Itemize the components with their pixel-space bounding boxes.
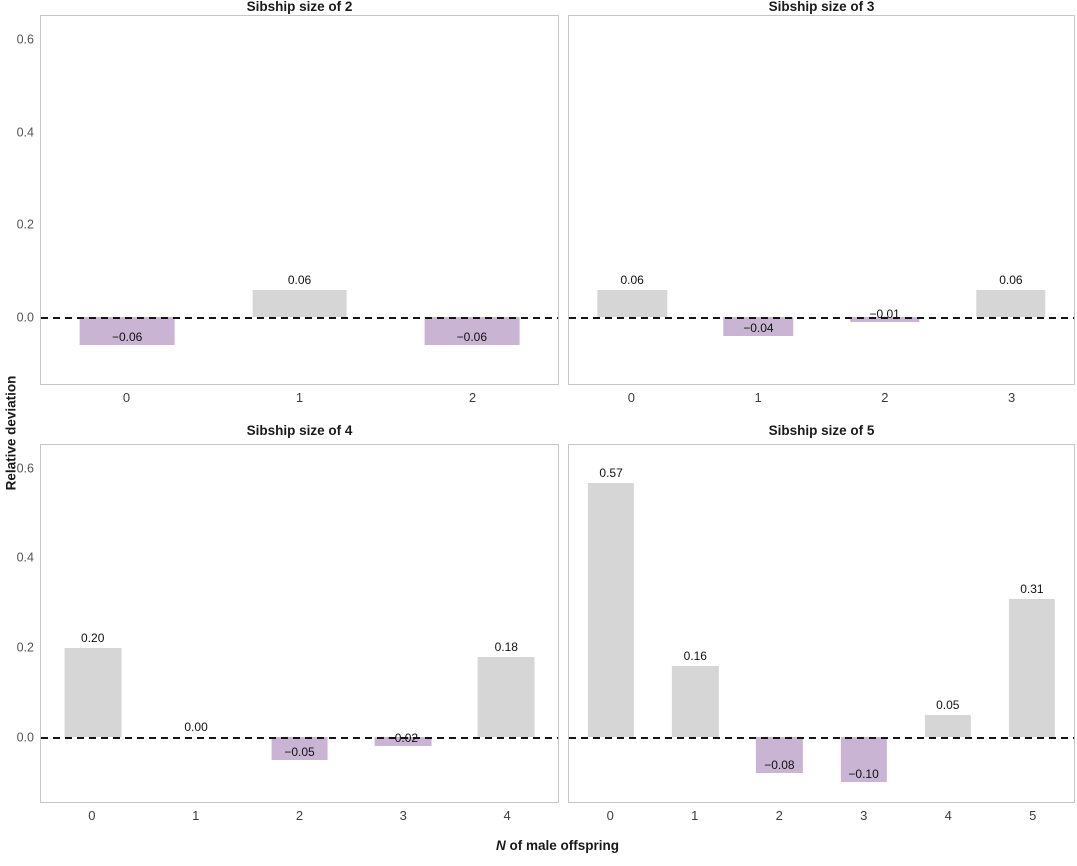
y-tick-label: 0.4 (16, 550, 34, 565)
x-tick-label: 3 (1008, 390, 1016, 405)
bar-value-label: 0.06 (620, 272, 644, 287)
plot-area: 0.20 0.00 −0.05 −0.02 0.18 (40, 444, 559, 803)
bar-x3 (840, 737, 887, 782)
bar-x0 (597, 289, 667, 318)
x-tick-label: 1 (192, 808, 200, 823)
bar-x4 (924, 714, 971, 738)
bar-value-label: −0.01 (869, 306, 900, 321)
y-tick-label: 0.2 (16, 640, 34, 655)
bar-x0 (64, 648, 122, 738)
x-tick-label: 2 (468, 390, 477, 405)
y-tick-label: 0.6 (16, 32, 34, 47)
bar-value-label: 0.05 (936, 697, 960, 712)
x-axis-tick-labels: 0 1 2 3 4 (40, 808, 559, 824)
x-tick-label: 1 (754, 390, 762, 405)
bar-value-label: 0.06 (287, 272, 312, 287)
y-tick-label: 0.2 (16, 217, 34, 232)
x-tick-label: 0 (122, 390, 131, 405)
x-tick-label: 2 (295, 808, 304, 823)
bar-value-label: 0.57 (599, 465, 623, 480)
x-axis-tick-labels: 0 1 2 3 (568, 390, 1075, 406)
bar-value-label: 0.31 (1020, 581, 1044, 596)
x-axis-label-variable: N (495, 838, 506, 853)
bar-x5 (1008, 598, 1056, 738)
panel-title: Sibship size of 4 (246, 423, 353, 438)
bar-value-label: −0.05 (284, 744, 315, 759)
bar-x0 (587, 482, 635, 738)
y-tick-label: 0.4 (16, 125, 34, 140)
x-axis-label: N of male offspring (40, 838, 1075, 853)
x-tick-label: 3 (860, 808, 868, 823)
x-tick-label: 1 (691, 808, 699, 823)
bar-value-label: −0.04 (743, 320, 774, 335)
bar-x2 (271, 737, 328, 760)
bar-x0 (79, 317, 175, 345)
y-tick-label: 0.6 (16, 461, 34, 476)
panel-sibship-size-5: Sibship size of 5 0.57 0.16 −0.08 −0.10 0.05… (568, 424, 1075, 826)
x-tick-label: 3 (399, 808, 407, 823)
x-tick-label: 5 (1029, 808, 1037, 823)
panel-title: Sibship size of 3 (768, 0, 875, 14)
bar-x2 (756, 737, 803, 773)
x-tick-label: 1 (295, 390, 304, 405)
plot-area: 0.57 0.16 −0.08 −0.10 0.05 0.31 (568, 444, 1075, 803)
panel-title: Sibship size of 2 (246, 0, 353, 14)
x-axis-label-text: of male offspring (505, 838, 619, 853)
bar-x3 (374, 737, 432, 747)
bar-x1 (252, 289, 347, 318)
x-axis-tick-labels: 0 1 2 3 4 5 (568, 808, 1075, 824)
bar-value-label: 0.16 (683, 648, 707, 663)
y-axis-tick-labels-bottom-row: 0.6 0.4 0.2 0.0 (0, 444, 34, 803)
bar-value-label: 0.00 (184, 720, 208, 735)
bar-x1 (723, 317, 794, 336)
bar-value-label: −0.06 (111, 329, 143, 344)
y-axis-tick-labels-top-row: 0.6 0.4 0.2 0.0 (0, 15, 34, 385)
bar-value-label: 0.06 (999, 272, 1023, 287)
zero-reference-line (41, 317, 558, 319)
panel-title: Sibship size of 5 (768, 423, 875, 438)
bar-value-label: −0.08 (764, 757, 795, 772)
plot-area: −0.06 0.06 −0.06 (40, 15, 559, 385)
bar-value-label: −0.06 (456, 329, 488, 344)
zero-reference-line (569, 317, 1074, 319)
x-tick-label: 0 (88, 808, 96, 823)
x-tick-label: 4 (503, 808, 511, 823)
panel-sibship-size-3: Sibship size of 3 0.06 −0.04 −0.01 0.06 0 1 2… (568, 0, 1075, 410)
bar-x3 (976, 289, 1046, 318)
bar-value-label: −0.10 (848, 766, 879, 781)
bar-x1 (672, 665, 719, 738)
bar-value-label: 0.20 (81, 631, 105, 646)
bar-x4 (477, 656, 535, 738)
y-tick-label: 0.0 (16, 730, 34, 745)
x-tick-label: 0 (627, 390, 635, 405)
x-tick-label: 0 (606, 808, 614, 823)
x-tick-label: 2 (775, 808, 783, 823)
panel-sibship-size-2: Sibship size of 2 −0.06 0.06 −0.06 0 1 2 (40, 0, 559, 410)
bar-x2 (849, 317, 920, 322)
x-tick-label: 2 (881, 390, 889, 405)
x-axis-tick-labels: 0 1 2 (40, 390, 559, 406)
bar-value-label: −0.02 (387, 731, 419, 746)
panel-sibship-size-4: Sibship size of 4 0.20 0.00 −0.05 −0.02 0.18… (40, 424, 559, 826)
x-tick-label: 4 (944, 808, 952, 823)
y-tick-label: 0.0 (16, 310, 34, 325)
zero-reference-line (41, 737, 558, 739)
zero-reference-line (569, 737, 1074, 739)
plot-area: 0.06 −0.04 −0.01 0.06 (568, 15, 1075, 385)
bar-x2 (424, 317, 520, 345)
bar-value-label: 0.18 (494, 639, 518, 654)
